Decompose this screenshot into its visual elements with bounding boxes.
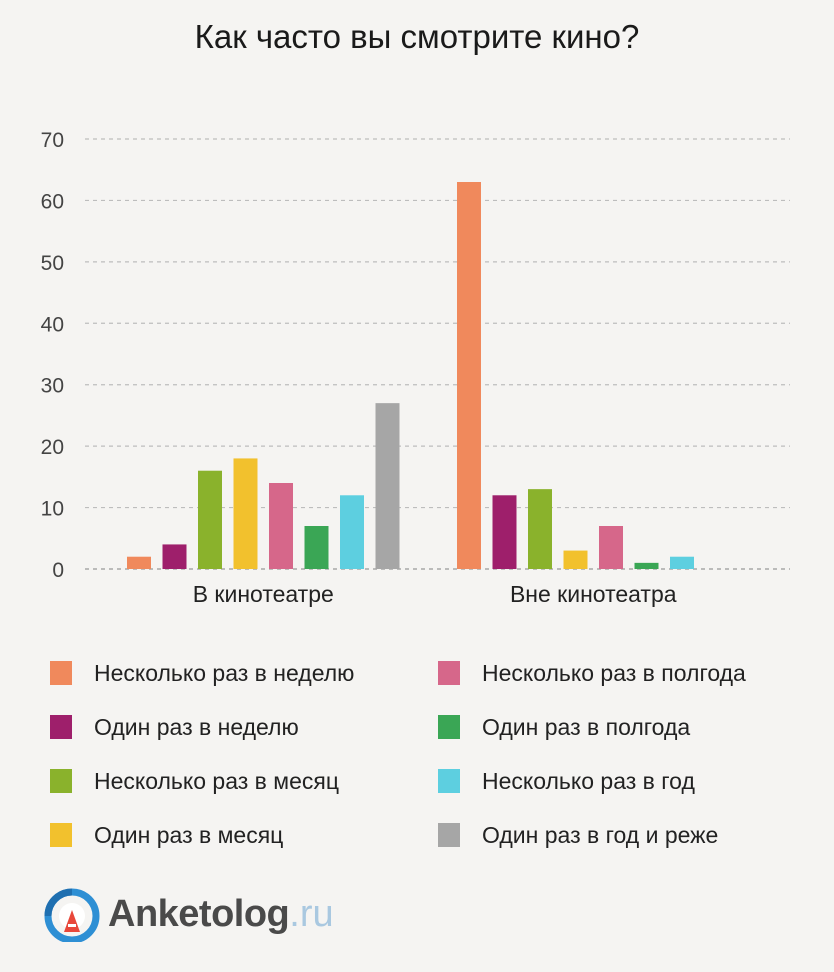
- y-axis-ticks: 0 10 20 30 40 50 60 70: [41, 129, 64, 582]
- y-tick-label: 50: [41, 252, 64, 275]
- bar: Несколько раз в полгода: 14: [269, 483, 293, 569]
- y-tick-label: 60: [41, 190, 64, 213]
- logo-domain: .ru: [289, 892, 334, 935]
- bar: Несколько раз в год: 12: [340, 495, 364, 569]
- legend-label: Несколько раз в неделю: [94, 659, 355, 686]
- y-tick-label: 10: [41, 498, 64, 521]
- bar: Несколько раз в месяц: 13: [528, 489, 552, 569]
- legend-label: Несколько раз в полгода: [482, 659, 746, 686]
- bar: Один раз в месяц: 3: [563, 550, 588, 569]
- bar: Один раз в полгода: 7: [304, 526, 329, 569]
- legend-item: Несколько раз в год: [438, 766, 695, 796]
- legend: Несколько раз в неделю Один раз в неделю Н…: [0, 650, 834, 860]
- legend-label: Один раз в месяц: [94, 821, 284, 848]
- y-tick-label: 0: [52, 559, 64, 582]
- bar: Несколько раз в полгода: 7: [599, 526, 623, 569]
- legend-item: Один раз в месяц: [50, 820, 283, 850]
- y-tick-label: 40: [41, 313, 64, 336]
- bar: Один раз в год и реже: 27: [375, 403, 400, 569]
- legend-swatch: [50, 823, 72, 847]
- y-tick-label: 70: [41, 129, 64, 152]
- legend-label: Один раз в полгода: [482, 713, 691, 740]
- bars: Несколько раз в неделю: 2 Один раз в неде…: [127, 182, 694, 569]
- legend-swatch: [438, 661, 460, 685]
- legend-item: Один раз в неделю: [50, 712, 299, 742]
- bar: Один раз в полгода: 1: [634, 562, 659, 569]
- y-tick-label: 30: [41, 375, 64, 398]
- legend-swatch: [438, 769, 460, 793]
- bar-chart: 0 10 20 30 40 50 60 70 Несколько раз в неделю: …: [41, 129, 790, 607]
- legend-label: Несколько раз в год: [482, 767, 695, 794]
- legend-label: Один раз в неделю: [94, 713, 299, 740]
- legend-swatch: [50, 661, 72, 685]
- x-axis-labels: В кинотеатре Вне кинотеатра: [193, 581, 677, 607]
- bar: Несколько раз в неделю: 63: [457, 182, 481, 569]
- legend-item: Несколько раз в неделю: [50, 658, 354, 688]
- legend-item: Один раз в полгода: [438, 712, 690, 742]
- legend-label: Несколько раз в месяц: [94, 767, 340, 794]
- bar: Один раз в неделю: 12: [492, 495, 517, 569]
- grid-lines: [85, 138, 790, 570]
- y-tick-label: 20: [41, 436, 64, 459]
- legend-label: Один раз в год и реже: [482, 821, 719, 848]
- legend-swatch: [50, 715, 72, 739]
- chart-title: Как часто вы смотрите кино?: [194, 18, 640, 55]
- legend-item: Несколько раз в месяц: [50, 766, 339, 796]
- x-category-label: В кинотеатре: [193, 581, 334, 607]
- bar: Несколько раз в месяц: 16: [198, 470, 222, 569]
- bar: Один раз в месяц: 18: [233, 458, 258, 569]
- logo-text: Anketolog: [108, 892, 290, 935]
- bar: Один раз в неделю: 4: [162, 544, 187, 569]
- legend-swatch: [50, 769, 72, 793]
- x-category-label: Вне кинотеатра: [510, 581, 677, 607]
- bar: Несколько раз в год: 2: [670, 556, 694, 569]
- anketolog-logo: Anketolog .ru: [44, 886, 334, 942]
- legend-swatch: [438, 715, 460, 739]
- bar: Несколько раз в неделю: 2: [127, 556, 151, 569]
- legend-item: Несколько раз в полгода: [438, 658, 746, 688]
- legend-swatch: [438, 823, 460, 847]
- legend-item: Один раз в год и реже: [438, 820, 718, 850]
- anketolog-logo-icon: [44, 888, 100, 942]
